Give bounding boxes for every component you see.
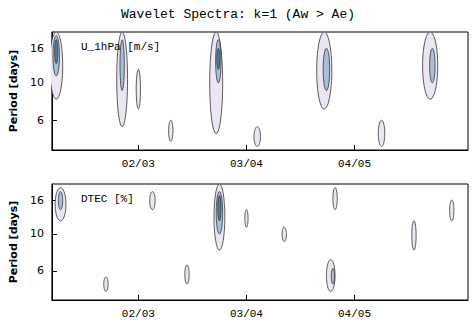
- svg-text:10: 10: [30, 76, 44, 89]
- svg-text:Wavelet Spectra: k=1 (Aw > Ae): Wavelet Spectra: k=1 (Aw > Ae): [121, 7, 355, 22]
- svg-text:16: 16: [30, 194, 44, 207]
- svg-text:04/05: 04/05: [338, 308, 371, 320]
- svg-text:Period [days]: Period [days]: [7, 201, 20, 284]
- svg-text:U_1hPa [m/s]: U_1hPa [m/s]: [81, 41, 160, 53]
- svg-text:10: 10: [30, 227, 44, 240]
- svg-text:6: 6: [37, 264, 44, 277]
- svg-text:03/04: 03/04: [230, 308, 263, 320]
- svg-text:02/03: 02/03: [122, 158, 155, 170]
- svg-text:Period [days]: Period [days]: [7, 50, 20, 133]
- svg-text:04/05: 04/05: [338, 158, 371, 170]
- svg-text:6: 6: [37, 114, 44, 127]
- svg-text:16: 16: [30, 42, 44, 55]
- svg-text:DTEC [%]: DTEC [%]: [81, 193, 134, 205]
- svg-text:03/04: 03/04: [230, 158, 263, 170]
- svg-text:02/03: 02/03: [122, 308, 155, 320]
